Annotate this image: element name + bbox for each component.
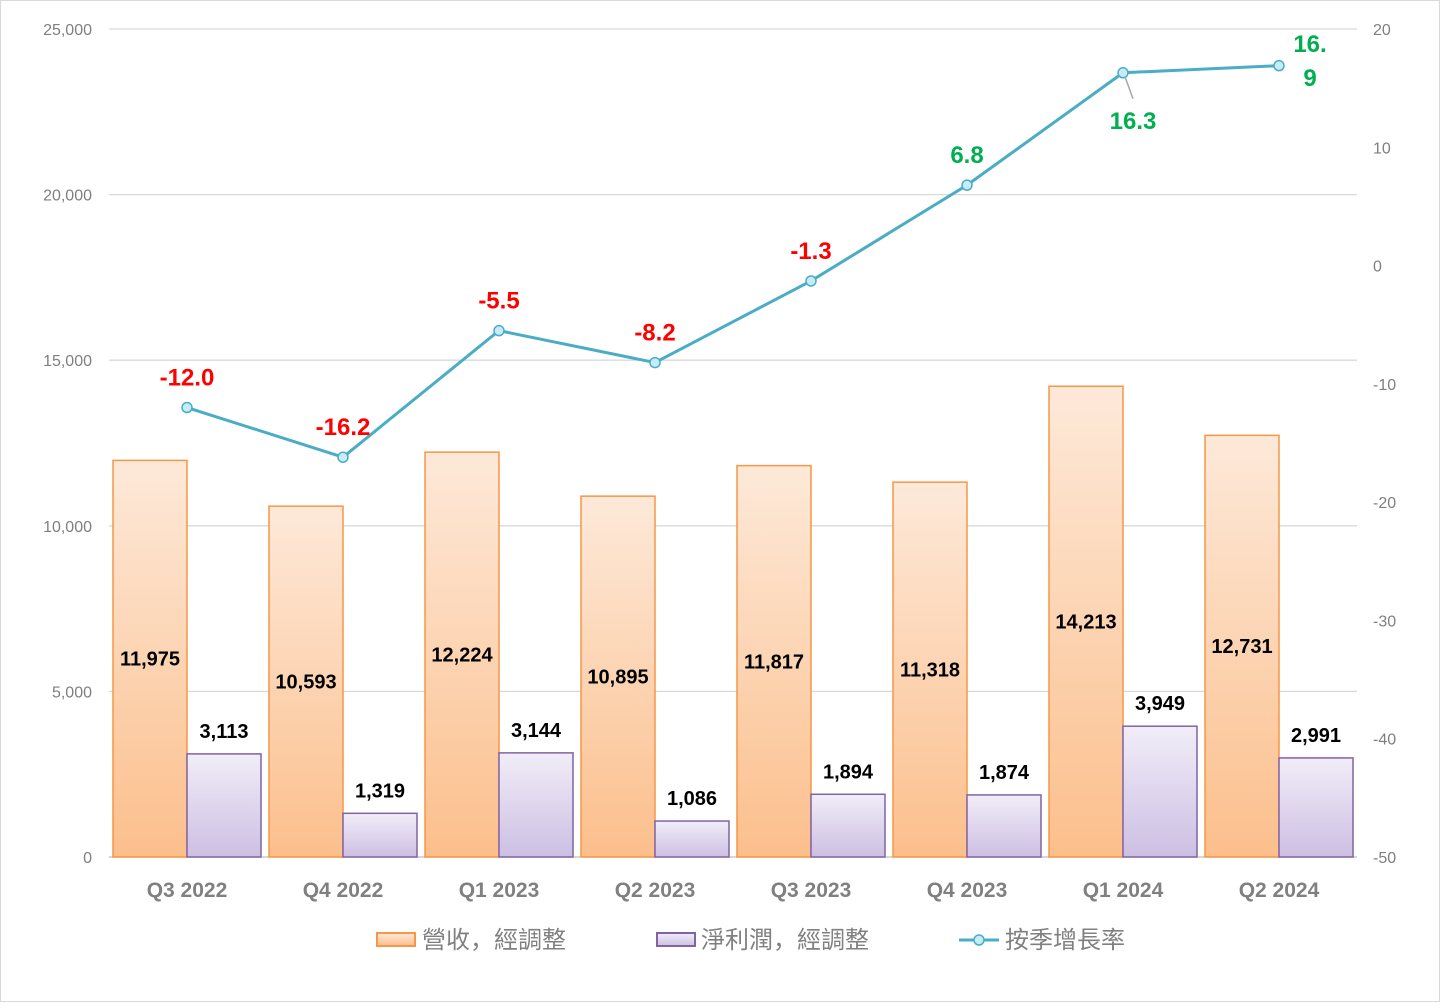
revenue-bar bbox=[580, 495, 656, 858]
growth-label: -16.2 bbox=[316, 414, 371, 441]
right-axis-tick: -50 bbox=[1373, 850, 1396, 867]
net-profit-label: 1,894 bbox=[823, 761, 874, 783]
net-profit-label: 3,113 bbox=[200, 721, 249, 743]
growth-point bbox=[649, 356, 661, 369]
right-axis-tick: -40 bbox=[1373, 732, 1396, 749]
right-axis-tick: -10 bbox=[1373, 377, 1396, 394]
revenue-label: 10,895 bbox=[587, 667, 648, 689]
left-axis-tick: 0 bbox=[83, 850, 92, 867]
growth-point bbox=[337, 451, 349, 463]
growth-label: -5.5 bbox=[478, 288, 519, 315]
right-axis-tick: -30 bbox=[1373, 613, 1396, 630]
revenue-label: 11,318 bbox=[900, 660, 960, 682]
right-axis-tick: 10 bbox=[1373, 140, 1391, 157]
legend-swatch-revenue bbox=[376, 932, 416, 947]
net-profit-bar bbox=[966, 794, 1042, 858]
x-axis-tick: Q2 2023 bbox=[615, 879, 696, 902]
growth-line bbox=[186, 64, 1280, 459]
growth-point bbox=[805, 275, 817, 287]
net-profit-label: 3,144 bbox=[511, 720, 562, 742]
growth-point bbox=[493, 324, 505, 337]
net-profit-bar bbox=[1278, 757, 1354, 858]
net-profit-bar bbox=[342, 812, 418, 858]
revenue-label: 11,817 bbox=[744, 651, 804, 673]
revenue-label: 10,593 bbox=[275, 672, 336, 694]
revenue-bar bbox=[268, 505, 344, 858]
legend-swatch-net-profit bbox=[656, 932, 696, 947]
left-axis-tick: 10,000 bbox=[43, 519, 92, 536]
revenue-bar bbox=[1204, 434, 1280, 858]
net-profit-label: 1,086 bbox=[667, 788, 717, 810]
growth-point bbox=[181, 401, 193, 414]
growth-label: -1.3 bbox=[790, 238, 831, 265]
legend-label-growth: 按季增長率 bbox=[1005, 927, 1125, 954]
label-leader-line bbox=[1124, 76, 1134, 100]
net-profit-label: 1,874 bbox=[979, 762, 1030, 784]
x-axis-tick: Q1 2023 bbox=[459, 879, 540, 902]
revenue-label: 14,213 bbox=[1055, 612, 1116, 634]
growth-point bbox=[1273, 59, 1285, 72]
x-axis-tick: Q3 2022 bbox=[147, 879, 228, 902]
growth-point bbox=[961, 179, 973, 191]
growth-label: 6.8 bbox=[950, 142, 983, 169]
revenue-bar bbox=[424, 451, 500, 858]
x-axis-tick: Q4 2022 bbox=[303, 879, 384, 902]
net-profit-bar bbox=[1122, 725, 1198, 858]
x-axis-tick: Q2 2024 bbox=[1239, 879, 1320, 902]
revenue-label: 11,975 bbox=[120, 649, 180, 671]
left-axis-tick: 15,000 bbox=[43, 353, 92, 370]
legend-label-revenue: 營收，經調整 bbox=[422, 927, 566, 954]
left-axis-tick: 5,000 bbox=[52, 684, 92, 701]
growth-label: -8.2 bbox=[634, 320, 675, 347]
net-profit-bar bbox=[498, 752, 574, 858]
left-axis-tick: 25,000 bbox=[43, 22, 92, 39]
net-profit-label: 2,991 bbox=[1291, 725, 1341, 747]
revenue-bar bbox=[112, 459, 188, 858]
revenue-bar bbox=[736, 464, 812, 858]
right-axis-tick: 0 bbox=[1373, 259, 1382, 276]
growth-label: 16.3 bbox=[1110, 108, 1157, 135]
net-profit-bar bbox=[810, 793, 886, 858]
right-axis-tick: 20 bbox=[1373, 22, 1391, 39]
net-profit-bar bbox=[654, 820, 730, 858]
legend-marker-growth bbox=[973, 934, 985, 946]
growth-point bbox=[1117, 67, 1129, 79]
growth-label: 16. 9 bbox=[1293, 31, 1326, 92]
growth-label: -12.0 bbox=[160, 365, 215, 392]
legend-label-net-profit: 淨利潤，經調整 bbox=[701, 927, 869, 954]
x-axis-tick: Q4 2023 bbox=[927, 879, 1008, 902]
right-axis-tick: -20 bbox=[1373, 495, 1396, 512]
revenue-bar bbox=[892, 481, 968, 858]
x-axis-tick: Q1 2024 bbox=[1083, 879, 1164, 902]
revenue-label: 12,224 bbox=[431, 645, 493, 667]
net-profit-label: 3,949 bbox=[1135, 693, 1185, 715]
x-axis-tick: Q3 2023 bbox=[771, 879, 852, 902]
revenue-label: 12,731 bbox=[1211, 636, 1272, 658]
net-profit-bar bbox=[186, 753, 262, 858]
revenue-bar bbox=[1048, 385, 1124, 858]
net-profit-label: 1,319 bbox=[355, 780, 405, 802]
left-axis-tick: 20,000 bbox=[43, 188, 92, 205]
